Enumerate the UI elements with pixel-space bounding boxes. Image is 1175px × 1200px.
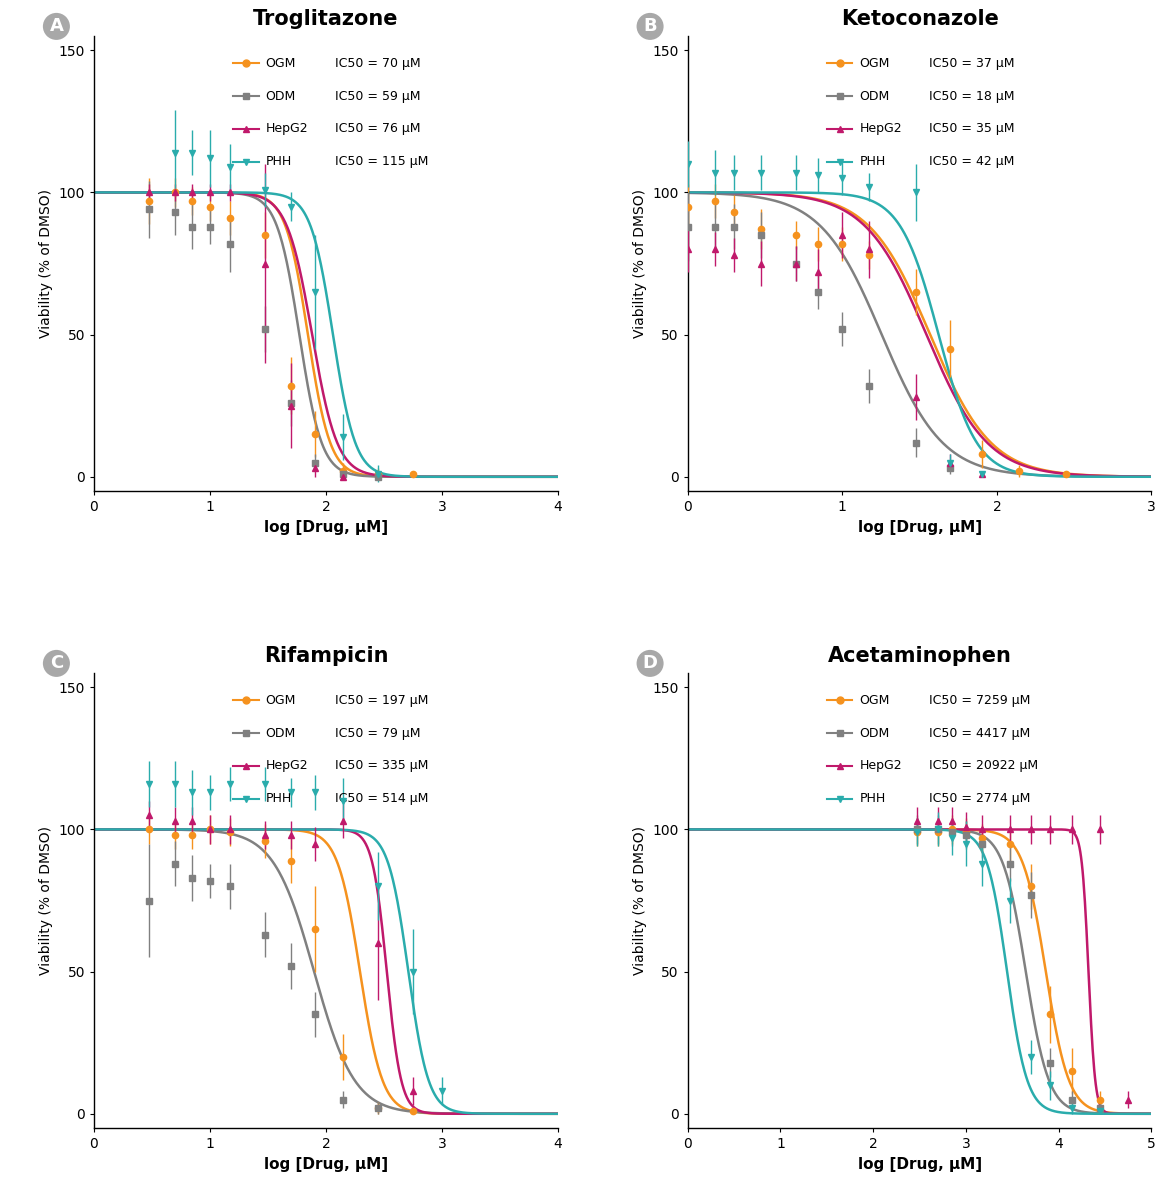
X-axis label: log [Drug, μM]: log [Drug, μM] xyxy=(264,1157,388,1171)
X-axis label: log [Drug, μM]: log [Drug, μM] xyxy=(858,1157,981,1171)
Text: IC50 = 7259 μM: IC50 = 7259 μM xyxy=(929,694,1030,707)
Text: IC50 = 335 μM: IC50 = 335 μM xyxy=(335,760,429,773)
Text: PHH: PHH xyxy=(266,155,291,168)
Text: IC50 = 4417 μM: IC50 = 4417 μM xyxy=(929,726,1030,739)
Text: ODM: ODM xyxy=(859,726,889,739)
Text: IC50 = 18 μM: IC50 = 18 μM xyxy=(929,90,1014,102)
Y-axis label: Viability (% of DMSO): Viability (% of DMSO) xyxy=(632,188,646,338)
Y-axis label: Viability (% of DMSO): Viability (% of DMSO) xyxy=(39,826,53,974)
Text: IC50 = 2774 μM: IC50 = 2774 μM xyxy=(929,792,1030,805)
Text: IC50 = 70 μM: IC50 = 70 μM xyxy=(335,56,421,70)
Text: C: C xyxy=(49,654,63,672)
Title: Rifampicin: Rifampicin xyxy=(263,646,388,666)
Y-axis label: Viability (% of DMSO): Viability (% of DMSO) xyxy=(632,826,646,974)
Text: IC50 = 79 μM: IC50 = 79 μM xyxy=(335,726,421,739)
Text: IC50 = 115 μM: IC50 = 115 μM xyxy=(335,155,429,168)
Text: IC50 = 20922 μM: IC50 = 20922 μM xyxy=(929,760,1038,773)
Text: PHH: PHH xyxy=(859,792,886,805)
Text: ODM: ODM xyxy=(266,90,296,102)
Text: IC50 = 59 μM: IC50 = 59 μM xyxy=(335,90,421,102)
Text: OGM: OGM xyxy=(266,694,296,707)
Title: Acetaminophen: Acetaminophen xyxy=(827,646,1012,666)
Text: IC50 = 197 μM: IC50 = 197 μM xyxy=(335,694,429,707)
Y-axis label: Viability (% of DMSO): Viability (% of DMSO) xyxy=(39,188,53,338)
Text: OGM: OGM xyxy=(266,56,296,70)
Text: OGM: OGM xyxy=(859,694,889,707)
Text: OGM: OGM xyxy=(859,56,889,70)
Text: PHH: PHH xyxy=(859,155,886,168)
X-axis label: log [Drug, μM]: log [Drug, μM] xyxy=(264,520,388,534)
Text: D: D xyxy=(643,654,658,672)
Text: B: B xyxy=(643,17,657,35)
Text: IC50 = 76 μM: IC50 = 76 μM xyxy=(335,122,421,136)
X-axis label: log [Drug, μM]: log [Drug, μM] xyxy=(858,520,981,534)
Text: HepG2: HepG2 xyxy=(266,122,308,136)
Text: ODM: ODM xyxy=(859,90,889,102)
Text: HepG2: HepG2 xyxy=(859,760,902,773)
Text: HepG2: HepG2 xyxy=(266,760,308,773)
Text: IC50 = 42 μM: IC50 = 42 μM xyxy=(929,155,1014,168)
Title: Troglitazone: Troglitazone xyxy=(253,8,398,29)
Text: ODM: ODM xyxy=(266,726,296,739)
Text: A: A xyxy=(49,17,63,35)
Text: HepG2: HepG2 xyxy=(859,122,902,136)
Title: Ketoconazole: Ketoconazole xyxy=(840,8,999,29)
Text: IC50 = 35 μM: IC50 = 35 μM xyxy=(929,122,1014,136)
Text: PHH: PHH xyxy=(266,792,291,805)
Text: IC50 = 37 μM: IC50 = 37 μM xyxy=(929,56,1014,70)
Text: IC50 = 514 μM: IC50 = 514 μM xyxy=(335,792,429,805)
